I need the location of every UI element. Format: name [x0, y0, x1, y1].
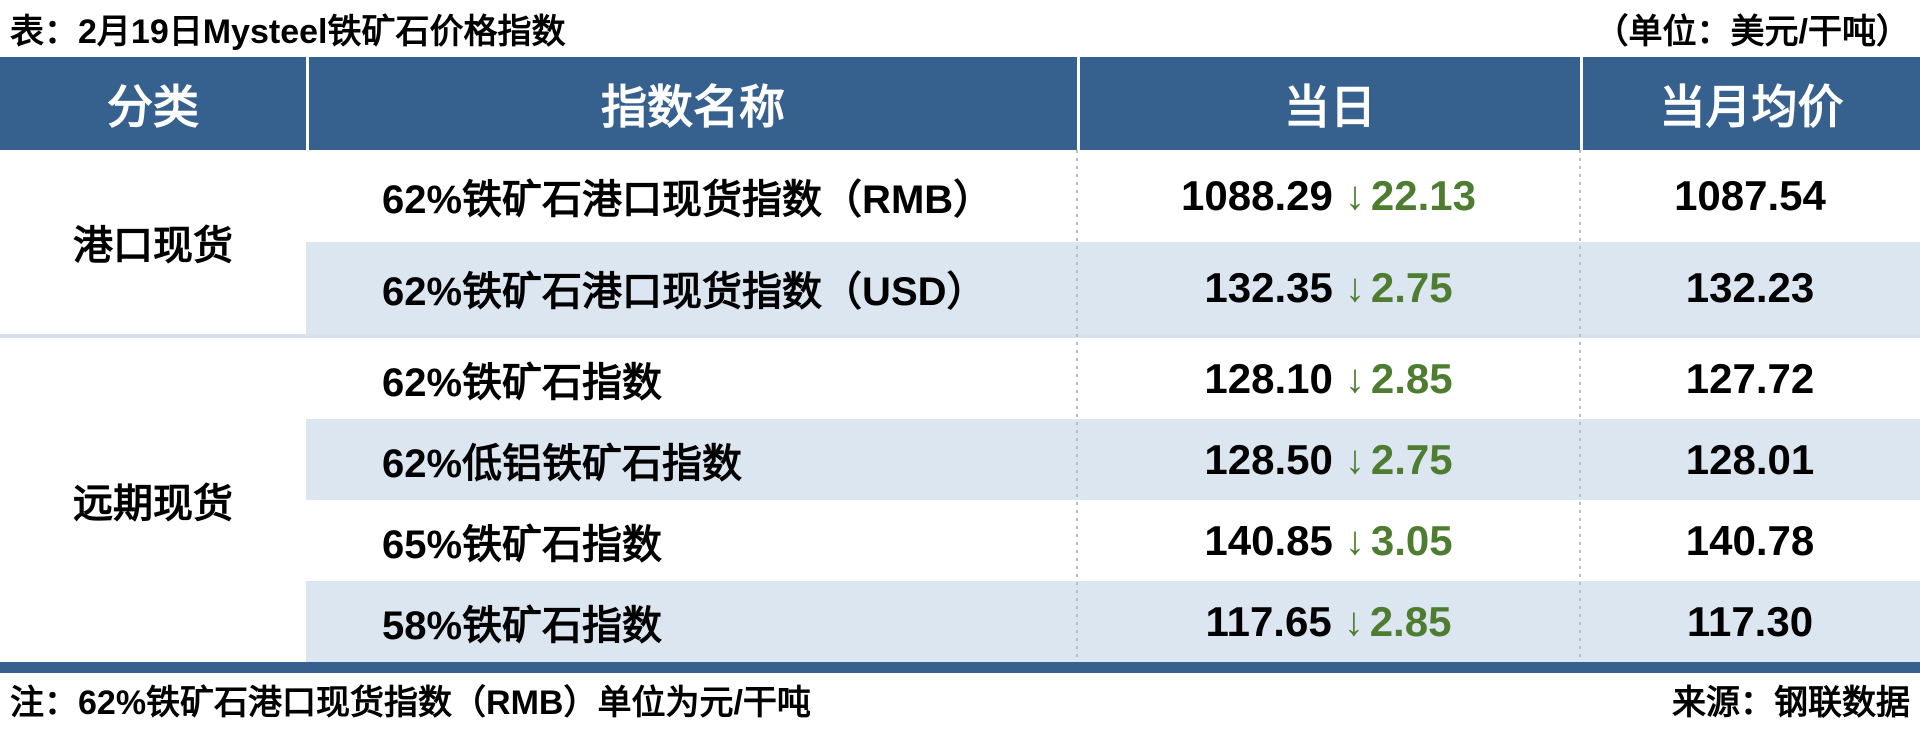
category-cell-forward-spot: 远期现货: [0, 338, 306, 662]
daily-change: 2.75: [1370, 435, 1453, 483]
index-name-cell: 62%低铝铁矿石指数: [306, 419, 1077, 500]
group-separator-line: [0, 334, 1920, 338]
col-header-index-name: 指数名称: [306, 57, 1077, 150]
daily-value-cell: 128.50 ↓ 2.75: [1077, 419, 1580, 500]
monthly-avg-cell: 117.30: [1580, 581, 1920, 662]
index-name-cell: 62%铁矿石指数: [306, 338, 1077, 419]
category-cell-port-spot: 港口现货: [0, 150, 306, 334]
daily-change-wrap: ↓ 2.75: [1333, 436, 1453, 484]
daily-change-wrap: ↓ 3.05: [1333, 517, 1453, 565]
monthly-avg-cell: 132.23: [1580, 242, 1920, 334]
daily-change-wrap: ↓ 2.85: [1333, 355, 1453, 403]
index-name-cell: 58%铁矿石指数: [306, 581, 1077, 662]
daily-value: 140.85: [1204, 516, 1333, 564]
figure-title: 表：2月19日Mysteel铁矿石价格指数: [10, 13, 566, 51]
daily-change: 2.85: [1370, 354, 1453, 402]
daily-value: 117.65: [1205, 597, 1332, 645]
daily-value-cell: 132.35 ↓ 2.75: [1077, 242, 1580, 334]
daily-value-cell: 140.85 ↓ 3.05: [1077, 500, 1580, 581]
down-arrow-icon: ↓: [1344, 174, 1365, 218]
down-arrow-icon: ↓: [1344, 356, 1365, 401]
daily-change: 2.85: [1369, 597, 1452, 645]
daily-value: 128.10: [1204, 354, 1333, 402]
index-name-cell: 62%铁矿石港口现货指数（RMB）: [306, 150, 1077, 242]
price-table: 分类 指数名称 当日 当月均价 港口现货 远期现货 62%铁矿石港口现货指数（R…: [0, 57, 1920, 662]
daily-change: 2.75: [1370, 264, 1453, 311]
daily-value-cell: 117.65 ↓ 2.85: [1077, 581, 1580, 662]
footnote: 注：62%铁矿石港口现货指数（RMB）单位为元/干吨: [10, 683, 811, 722]
source-note: 来源：钢联数据: [1672, 683, 1910, 722]
footer-bar: 注：62%铁矿石港口现货指数（RMB）单位为元/干吨 来源：钢联数据: [0, 673, 1920, 725]
daily-value-cell: 128.10 ↓ 2.85: [1077, 338, 1580, 419]
daily-change-wrap: ↓ 2.85: [1332, 598, 1452, 646]
unit-note: （单位：美元/干吨）: [1594, 13, 1910, 51]
monthly-avg-cell: 140.78: [1580, 500, 1920, 581]
col-header-daily: 当日: [1077, 57, 1580, 150]
down-arrow-icon: ↓: [1344, 266, 1365, 310]
monthly-avg-cell: 127.72: [1580, 338, 1920, 419]
table-body: 港口现货 远期现货 62%铁矿石港口现货指数（RMB） 1088.29 ↓ 22…: [0, 150, 1920, 662]
daily-change: 3.05: [1370, 516, 1453, 564]
down-arrow-icon: ↓: [1343, 599, 1364, 644]
daily-change-wrap: ↓ 22.13: [1333, 172, 1476, 220]
index-name-cell: 65%铁矿石指数: [306, 500, 1077, 581]
title-bar: 表：2月19日Mysteel铁矿石价格指数 （单位：美元/干吨）: [0, 0, 1920, 57]
daily-value: 1088.29: [1181, 172, 1333, 219]
daily-value: 128.50: [1204, 435, 1333, 483]
daily-change-wrap: ↓ 2.75: [1333, 264, 1453, 312]
col-header-category: 分类: [107, 80, 199, 133]
down-arrow-icon: ↓: [1344, 437, 1365, 482]
daily-change: 22.13: [1370, 172, 1476, 219]
daily-value-cell: 1088.29 ↓ 22.13: [1077, 150, 1580, 242]
index-name-cell: 62%铁矿石港口现货指数（USD）: [306, 242, 1077, 334]
daily-value: 132.35: [1204, 264, 1333, 311]
monthly-avg-cell: 1087.54: [1580, 150, 1920, 242]
table-header-row: 分类 指数名称 当日 当月均价: [0, 57, 1920, 150]
monthly-avg-cell: 128.01: [1580, 419, 1920, 500]
down-arrow-icon: ↓: [1344, 518, 1365, 563]
col-header-monthly-avg: 当月均价: [1580, 57, 1920, 150]
bottom-rule: [0, 662, 1920, 673]
